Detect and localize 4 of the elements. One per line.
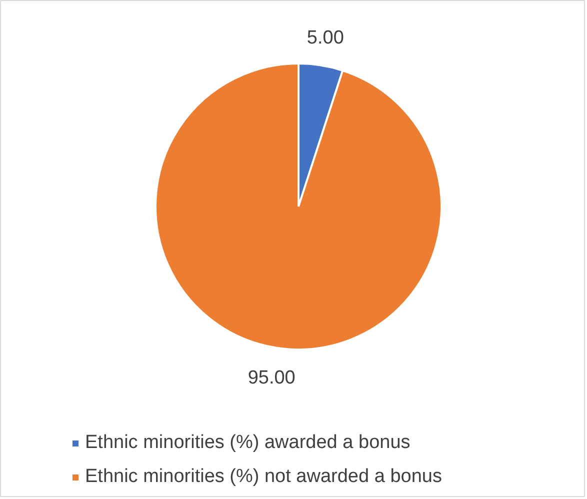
- data-label: 5.00: [306, 28, 344, 49]
- data-label: 95.00: [248, 367, 296, 388]
- legend-label: Ethnic minorities (%) not awarded a bonus: [85, 465, 442, 489]
- legend-label: Ethnic minorities (%) awarded a bonus: [85, 431, 410, 455]
